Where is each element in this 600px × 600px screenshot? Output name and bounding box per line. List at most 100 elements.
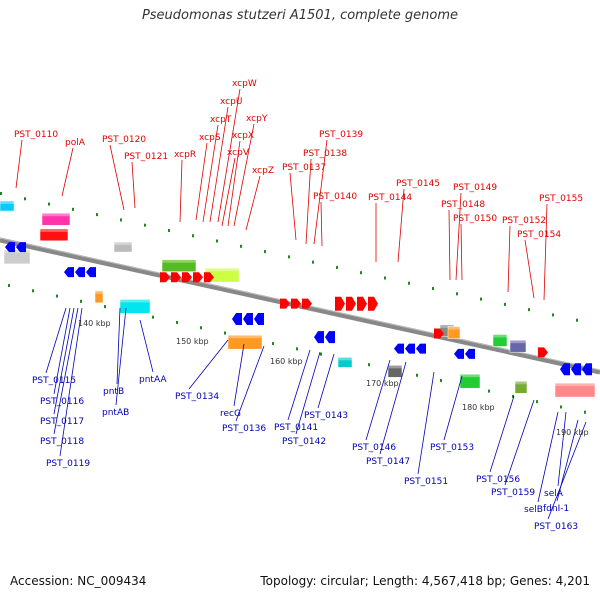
gene-arrow [416, 343, 426, 354]
gene-box-shine [95, 290, 103, 294]
label-leader [245, 175, 261, 231]
tick-mark [336, 265, 338, 269]
tick-mark [320, 352, 322, 356]
tick-mark [360, 271, 362, 275]
label-leader [139, 319, 154, 373]
label-leader [221, 157, 236, 227]
label-leader [317, 353, 335, 409]
tick-mark [416, 373, 418, 377]
tick-mark [80, 299, 82, 303]
gene-box [492, 334, 508, 347]
gene-arrow [291, 298, 301, 309]
gene-label: recG [220, 409, 241, 419]
gene-box-shine [448, 326, 460, 330]
gene-arrow [16, 242, 26, 253]
gene-arrow [5, 242, 15, 253]
gene-arrow [434, 328, 444, 339]
gene-arrow [64, 267, 74, 278]
gene-label: PST_0138 [303, 149, 347, 159]
gene-arrow [160, 272, 170, 283]
label-leader [53, 307, 75, 415]
label-leader [235, 345, 265, 422]
gene-label: PST_0140 [313, 192, 357, 202]
gene-box-shine [162, 259, 196, 263]
gene-label: PST_0136 [222, 424, 266, 434]
tick-mark [32, 289, 34, 293]
gene-label: PST_0155 [539, 194, 583, 204]
gene-box [39, 228, 69, 242]
kbp-marks: 140 kbp 150 kbp 160 kbp 170 kbp 180 kbp 190 k… [78, 319, 589, 437]
gene-label: selB [524, 505, 543, 515]
tick-mark [176, 320, 178, 324]
gene-label: xcpY [246, 114, 268, 124]
label-leader [131, 161, 136, 209]
label-leader [45, 307, 67, 374]
gene-label: PST_0151 [404, 477, 448, 487]
tick-mark [552, 313, 554, 317]
tick-mark [72, 207, 74, 211]
gene-box [119, 299, 151, 314]
gene-box-shine [114, 242, 132, 246]
tick-mark [480, 297, 482, 301]
gene-arrow [582, 363, 592, 376]
label-leader [109, 144, 125, 211]
gene-arrow [357, 296, 367, 311]
gene-label: xcpX [232, 131, 254, 141]
gene-box [514, 381, 528, 394]
gene-box [447, 326, 461, 339]
tick-mark [152, 315, 154, 319]
gene-label: PST_0159 [491, 488, 535, 498]
label-leader [233, 123, 255, 227]
gene-label: PST_0153 [430, 443, 474, 453]
tick-mark [240, 244, 242, 248]
tick-mark [8, 284, 10, 287]
label-leader [455, 192, 462, 281]
label-leader [188, 339, 229, 390]
label-leader [61, 147, 74, 197]
label-leader [289, 172, 297, 241]
kbp-label: 150 kbp [176, 337, 209, 346]
tick-mark [440, 379, 442, 383]
tick-mark [296, 347, 298, 351]
tick-mark [264, 250, 266, 254]
label-leader [397, 188, 405, 263]
gene-arrow [182, 272, 192, 283]
gene-label: xcpT [210, 115, 232, 125]
label-leader [543, 203, 548, 301]
tick-mark [560, 405, 562, 409]
tick-mark [456, 292, 458, 296]
gene-box [41, 212, 71, 226]
kbp-label: 160 kbp [270, 357, 303, 366]
label-leader [116, 307, 121, 385]
gene-box-shine [4, 249, 30, 253]
genome-backbone [0, 237, 600, 375]
gene-label: PST_0154 [517, 230, 561, 240]
tick-mark [504, 302, 506, 306]
label-leader [209, 106, 229, 223]
tick-mark [528, 308, 530, 312]
label-leader [537, 411, 559, 503]
label-leader [448, 209, 451, 281]
gene-label: xcpW [232, 79, 257, 89]
gene-label: PST_0116 [40, 397, 84, 407]
gene-label: PST_0137 [282, 163, 326, 173]
gene-box [3, 249, 31, 265]
gene-box-shine [228, 335, 262, 339]
tick-mark [192, 234, 194, 238]
gene-box-shine [42, 213, 70, 217]
label-leader [489, 395, 515, 473]
label-leader [217, 88, 241, 223]
gene-arrow [204, 272, 214, 283]
gene-arrow [465, 348, 475, 359]
label-leader [547, 421, 587, 520]
label-leader [15, 139, 23, 189]
label-leader [443, 375, 463, 441]
gene-box-shine [493, 334, 507, 338]
label-leader [195, 142, 208, 221]
gene-arrow [571, 363, 581, 376]
gene-box-shine [338, 357, 352, 361]
tick-mark [432, 287, 434, 291]
gene-label: PST_0149 [453, 183, 497, 193]
